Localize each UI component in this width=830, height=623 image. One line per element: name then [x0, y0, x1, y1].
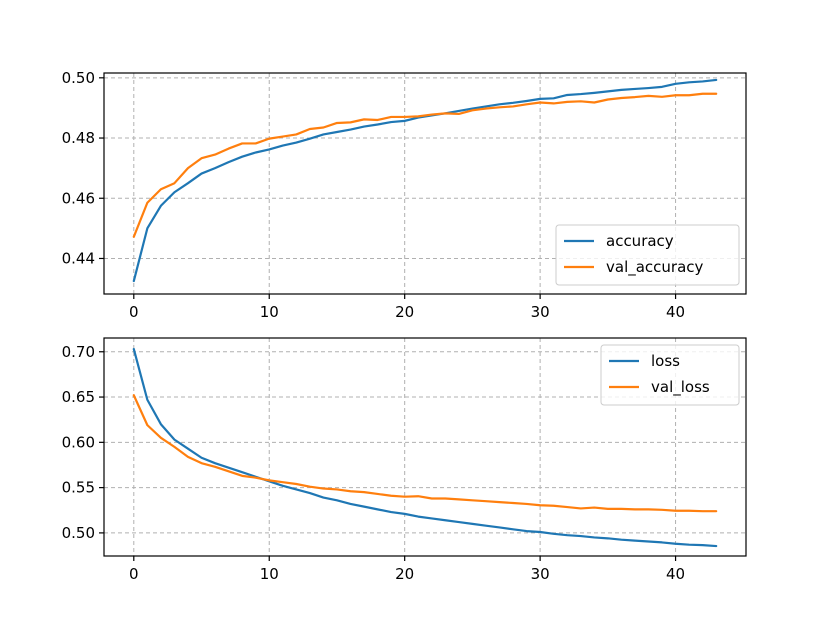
- legend-label-accuracy: accuracy: [606, 232, 674, 250]
- accuracy-panel: 0 10 20 30 40 0.44 0.46 0.48 0.50 accuracy val_acc…: [62, 69, 747, 321]
- x-tick-label: 30: [531, 303, 550, 321]
- y-tick-label: 0.70: [62, 343, 95, 361]
- y-tick-label: 0.50: [62, 69, 95, 87]
- legend: accuracy val_accuracy: [555, 224, 740, 286]
- y-tick-label: 0.60: [62, 433, 95, 451]
- y-tick-label: 0.48: [62, 129, 95, 147]
- x-tick-label: 40: [666, 303, 685, 321]
- legend: loss val_loss: [600, 344, 740, 406]
- x-tick-label: 0: [129, 303, 139, 321]
- x-tick-label: 40: [666, 565, 685, 583]
- x-tick-label: 30: [531, 565, 550, 583]
- y-tick-label: 0.44: [62, 249, 95, 267]
- y-tick-label: 0.65: [62, 388, 95, 406]
- x-tick-label: 10: [260, 565, 279, 583]
- x-tick-label: 20: [395, 303, 414, 321]
- legend-label-val-loss: val_loss: [651, 378, 710, 397]
- y-tick-label: 0.46: [62, 189, 95, 207]
- axes-frame: [103, 337, 747, 557]
- legend-box: [555, 224, 740, 286]
- series-line-loss: [132, 347, 718, 548]
- loss-panel: 0 10 20 30 40 0.50 0.55 0.60 0.65 0.70 loss val_los…: [62, 337, 747, 583]
- legend-label-val-accuracy: val_accuracy: [606, 258, 704, 277]
- x-tick-label: 10: [260, 303, 279, 321]
- legend-label-loss: loss: [651, 352, 680, 370]
- axes-frame: [103, 72, 747, 295]
- x-tick-label: 0: [129, 565, 139, 583]
- series-line-val-accuracy: [132, 92, 718, 238]
- y-tick-label: 0.50: [62, 524, 95, 542]
- y-tick-label: 0.55: [62, 479, 95, 497]
- series-line-val-loss: [132, 394, 718, 513]
- x-tick-label: 20: [395, 565, 414, 583]
